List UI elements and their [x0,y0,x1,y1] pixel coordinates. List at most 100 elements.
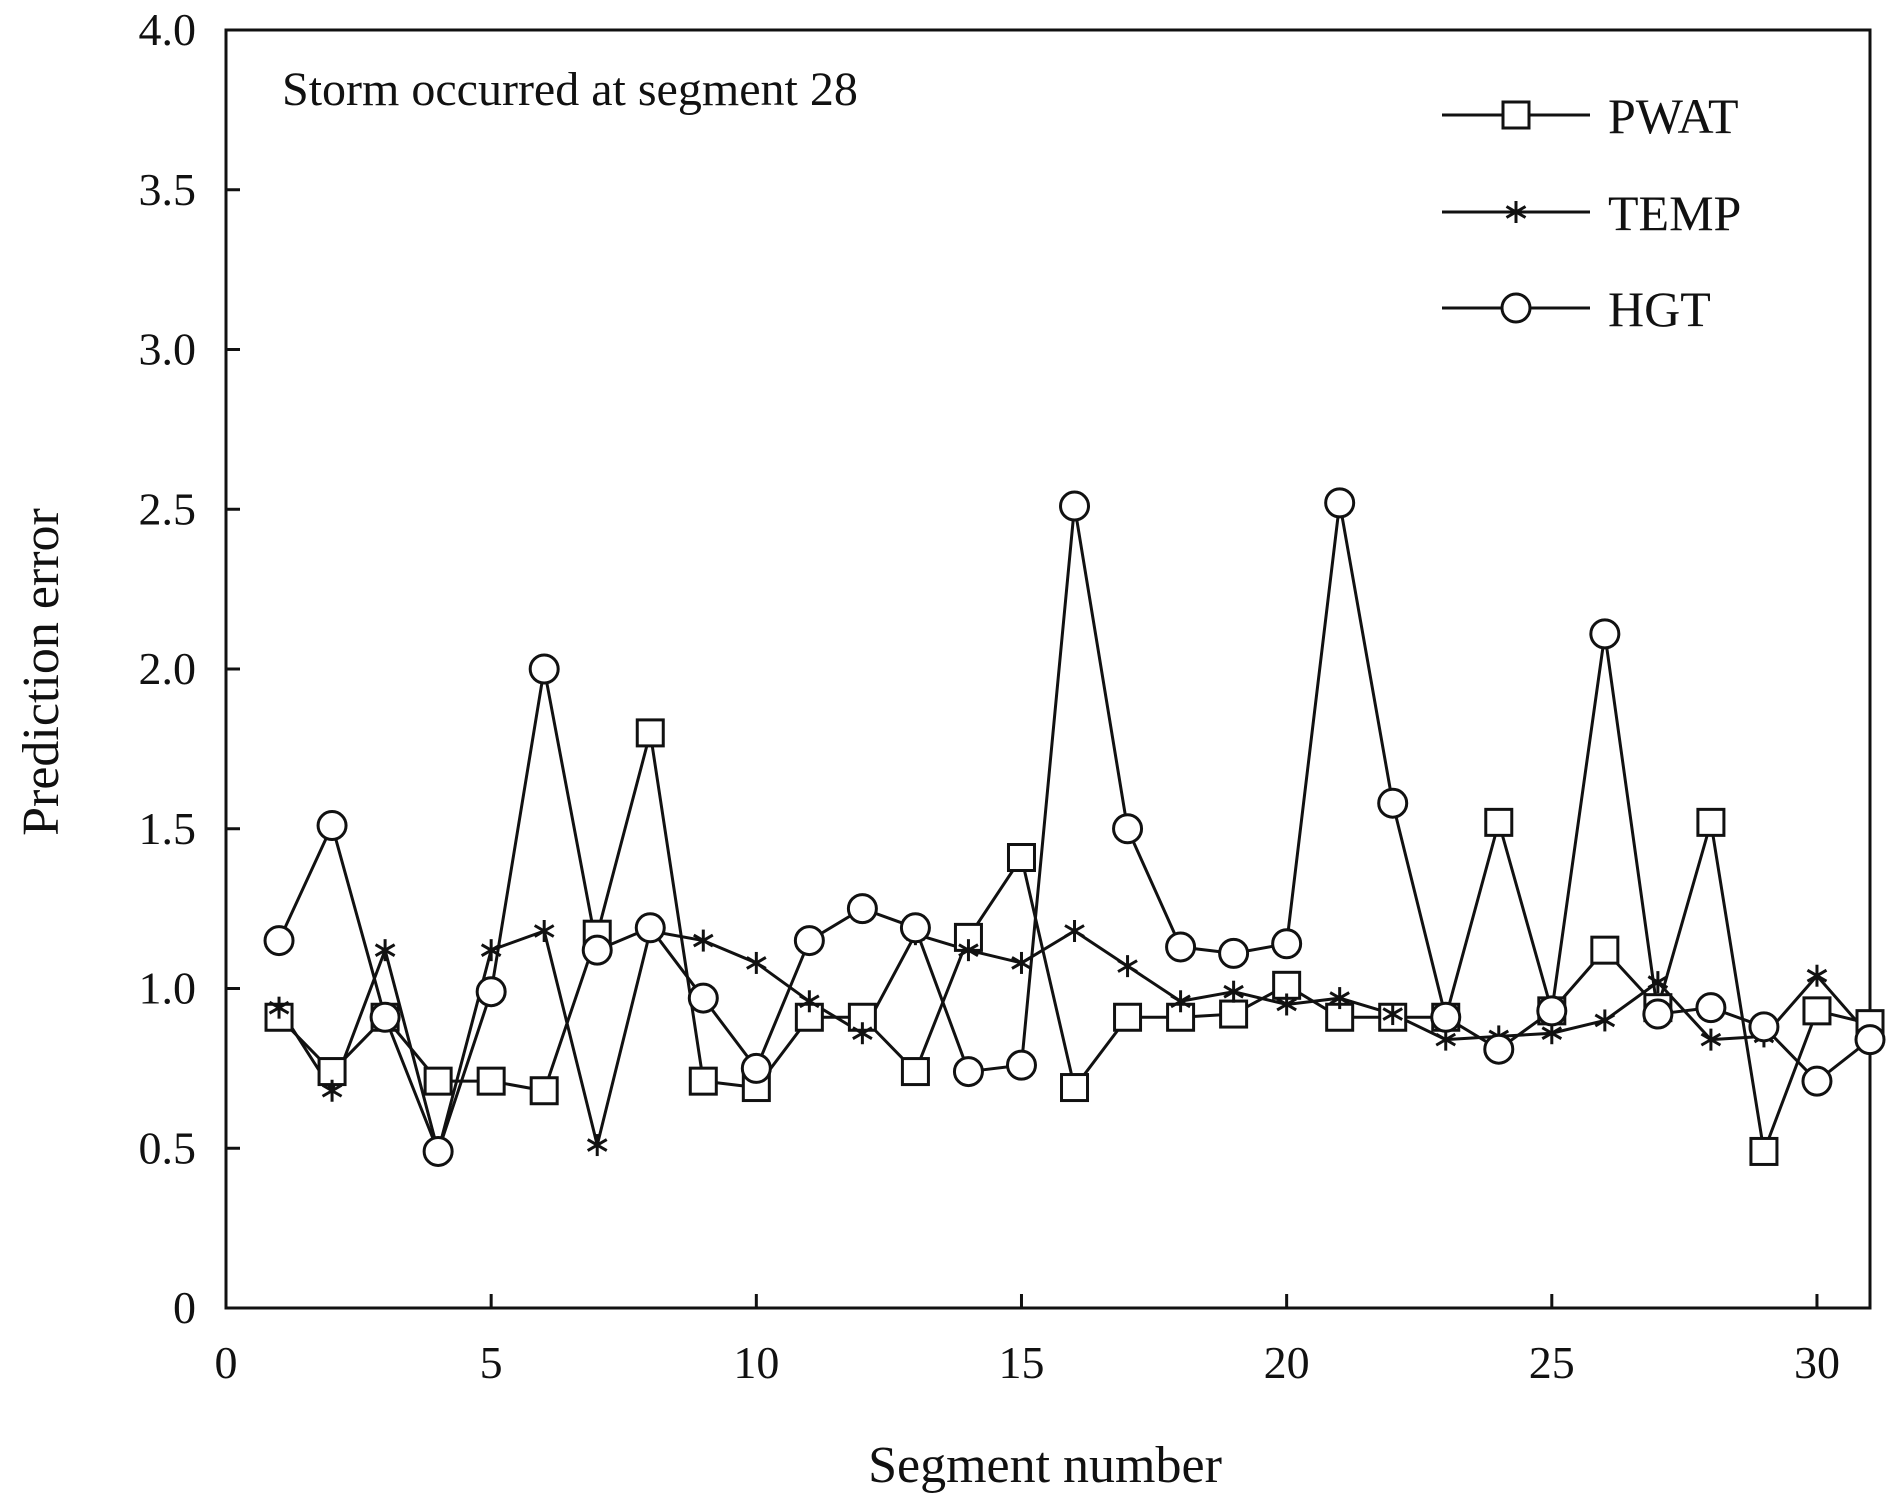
data-point-pwat [688,1066,718,1096]
data-point-hgt [369,1001,401,1033]
data-point-pwat [1802,996,1832,1026]
data-point-pwat [1060,1073,1090,1103]
data-point-hgt [1059,490,1091,522]
data-point-pwat [900,1057,930,1087]
x-tick-label: 20 [1264,1337,1310,1388]
legend: PWAT TEMP HGT [1442,88,1741,337]
data-point-hgt [899,912,931,944]
y-tick-label: 2.0 [139,643,197,694]
data-point-hgt [793,925,825,957]
data-point-pwat [423,1066,453,1096]
series-markers-temp [268,919,1881,1163]
y-tick-label: 0.5 [139,1122,197,1173]
legend-label-pwat: PWAT [1608,88,1739,144]
data-point-temp [1223,980,1244,1003]
data-point-temp [586,1134,608,1157]
data-point-temp [958,939,979,962]
axes: 0 0.5 1.0 1.5 2.0 2.5 3.0 3.5 4.0 0 5 10 15 20 25 30 [139,4,1872,1388]
data-point-temp [374,939,396,962]
data-point-temp [1117,955,1138,978]
data-point-hgt [1271,928,1303,960]
x-tick-label: 0 [215,1337,238,1388]
data-point-temp [1700,1028,1722,1051]
series-line-hgt [277,501,1871,1153]
x-tick-label: 5 [480,1337,503,1388]
y-tick-label: 4.0 [139,4,197,55]
data-point-hgt [1642,998,1674,1030]
data-point-temp [746,951,767,974]
data-point-hgt [1430,1001,1462,1033]
data-point-temp [480,939,502,962]
data-point-pwat [794,1002,824,1032]
data-point-pwat [1696,807,1726,837]
data-point-hgt [1377,787,1409,819]
data-point-hgt [740,1052,772,1084]
data-point-hgt [1324,487,1356,519]
data-point-temp [533,919,555,942]
data-point-pwat [529,1076,559,1106]
data-point-hgt [581,934,613,966]
data-point-hgt [1536,995,1568,1027]
y-axis-title: Prediction error [13,508,70,836]
series-markers-pwat [264,718,1885,1166]
y-tick-label: 2.5 [139,483,197,534]
data-point-pwat [1749,1136,1779,1166]
chart-annotation: Storm occurred at segment 28 [282,63,858,116]
data-point-hgt [1589,618,1621,650]
data-point-temp [268,996,290,1019]
legend-marker-pwat [1501,100,1531,130]
data-point-hgt [1165,931,1197,963]
series-line-temp [277,929,1872,1153]
data-point-temp [1382,1003,1403,1026]
data-point-hgt [952,1056,984,1088]
data-point-hgt [1483,1033,1515,1065]
data-point-temp [852,1022,873,1045]
data-point-temp [1806,964,1828,987]
data-point-temp [1170,990,1191,1013]
data-point-hgt [687,982,719,1014]
legend-marker-temp [1505,201,1527,223]
data-point-hgt [263,925,295,957]
series-hgt [277,501,1871,1153]
data-point-pwat [1113,1002,1143,1032]
legend-entry-temp: TEMP [1442,185,1741,241]
series-markers-hgt [263,487,1886,1167]
data-point-hgt [846,893,878,925]
x-tick-label: 25 [1529,1337,1575,1388]
data-point-hgt [1695,992,1727,1024]
y-tick-label: 0 [173,1282,196,1333]
y-tick-label: 3.5 [139,164,197,215]
x-tick-label: 10 [733,1337,779,1388]
data-point-temp [1329,987,1350,1010]
series-temp [277,929,1872,1153]
data-point-temp [1011,951,1032,974]
data-point-pwat [635,718,665,748]
data-point-hgt [422,1135,454,1167]
y-tick-label: 1.0 [139,963,197,1014]
data-point-hgt [528,653,560,685]
data-point-temp [1647,971,1669,994]
data-point-hgt [1801,1065,1833,1097]
data-point-hgt [634,912,666,944]
data-point-temp [1594,1009,1616,1032]
legend-entry-pwat: PWAT [1442,88,1739,144]
legend-marker-hgt [1500,292,1532,324]
legend-entry-hgt: HGT [1442,281,1711,337]
legend-label-hgt: HGT [1608,281,1711,337]
data-point-temp [1276,993,1297,1016]
data-point-temp [321,1079,343,1102]
data-point-hgt [1854,1024,1886,1056]
data-point-pwat [1006,843,1036,873]
x-tick-label: 30 [1794,1337,1840,1388]
data-point-temp [799,990,820,1013]
x-axis-title: Segment number [868,1437,1222,1494]
data-point-hgt [1112,813,1144,845]
data-point-hgt [1005,1049,1037,1081]
legend-label-temp: TEMP [1608,185,1741,241]
data-point-pwat [476,1066,506,1096]
x-tick-label: 15 [998,1337,1044,1388]
data-point-hgt [475,976,507,1008]
data-point-pwat [1590,935,1620,965]
